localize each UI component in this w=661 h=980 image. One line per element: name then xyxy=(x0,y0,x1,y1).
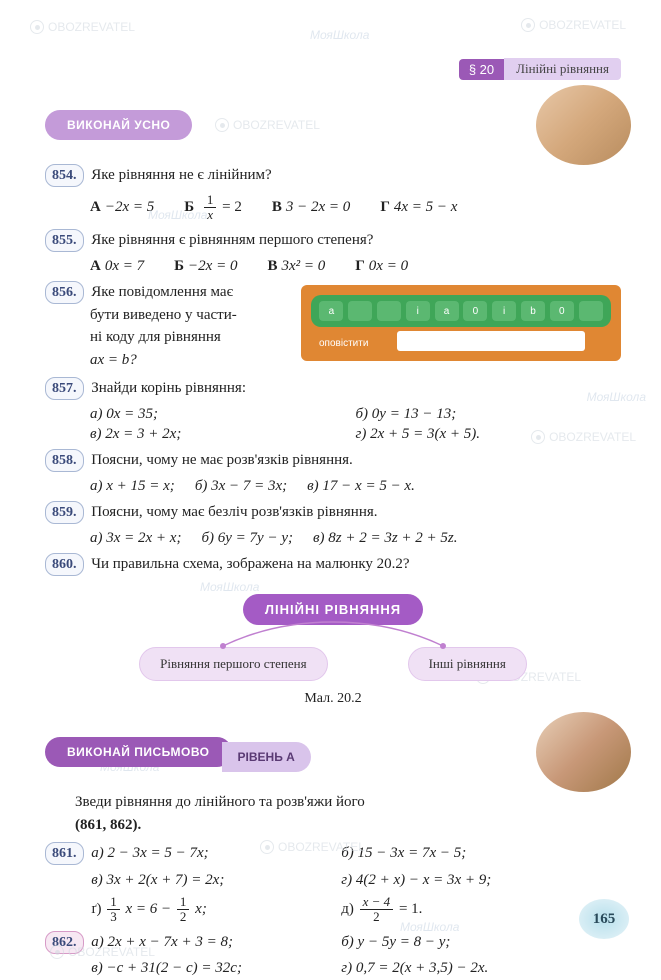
ex-question: Поясни, чому не має розв'язків рівняння. xyxy=(91,452,353,468)
section-oral-header: ВИКОНАЙ УСНО xyxy=(45,110,621,150)
ex-number: 861. xyxy=(45,842,84,865)
section-photo xyxy=(536,85,631,165)
section-oral-pill: ВИКОНАЙ УСНО xyxy=(45,110,192,140)
diagram-caption: Мал. 20.2 xyxy=(45,691,621,707)
code-notify-label: оповістити xyxy=(319,338,368,349)
ex-number: 856. xyxy=(45,281,84,304)
exercise-855: 855. Яке рівняння є рівнянням першого ст… xyxy=(45,229,621,252)
answers-855: А0x = 7 Б−2x = 0 В3x² = 0 Г0x = 0 xyxy=(90,258,621,275)
diagram-child-right: Інші рівняння xyxy=(408,647,527,681)
section-photo xyxy=(536,712,631,792)
chapter-title: Лінійні рівняння xyxy=(504,58,621,80)
written-intro: Зведи рівняння до лінійного та розв'яжи … xyxy=(75,791,621,836)
diagram-child-left: Рівняння першого степеня xyxy=(139,647,327,681)
exercise-860: 860. Чи правильна схема, зображена на ма… xyxy=(45,553,621,576)
answers-858: а) x + 15 = x; б) 3x − 7 = 3x; в) 17 − x… xyxy=(90,478,621,495)
ex-number: 855. xyxy=(45,229,84,252)
level-a-pill: РІВЕНЬ А xyxy=(222,742,311,772)
chapter-badge: § 20 Лінійні рівняння xyxy=(459,58,621,80)
ex-number: 860. xyxy=(45,553,84,576)
ex-number: 859. xyxy=(45,501,84,524)
ex-number: 862. xyxy=(45,931,84,954)
ex-question: Яке рівняння не є лінійним? xyxy=(91,167,271,183)
ex-question: Знайди корінь рівняння: xyxy=(91,380,246,396)
section-written-pill: ВИКОНАЙ ПИСЬМОВО xyxy=(45,737,232,767)
exercise-857: 857. Знайди корінь рівняння: xyxy=(45,377,621,400)
section-written-header: ВИКОНАЙ ПИСЬМОВО РІВЕНЬ А xyxy=(45,737,621,777)
ex-question: Яке рівняння є рівнянням першого степеня… xyxy=(91,232,373,248)
answers-857: а) 0x = 35; б) 0y = 13 − 13; в) 2x = 3 +… xyxy=(90,406,621,443)
exercise-861: 861. а) 2 − 3x = 5 − 7x; б) 15 − 3x = 7x… xyxy=(45,842,621,925)
exercise-858: 858. Поясни, чому не має розв'язків рівн… xyxy=(45,449,621,472)
answers-854: А−2x = 5 Б 1x = 2 В3 − 2x = 0 Г4x = 5 − … xyxy=(90,193,621,223)
chapter-number: § 20 xyxy=(459,59,504,80)
ex-number: 857. xyxy=(45,377,84,400)
exercise-856: 856. Яке повідомлення має бути виведено … xyxy=(45,281,295,372)
ex-question: Чи правильна схема, зображена на малюнку… xyxy=(91,556,409,572)
answers-859: а) 3x = 2x + x; б) 6y = 7y − y; в) 8z + … xyxy=(90,530,621,547)
diagram-20-2: ЛІНІЙНІ РІВНЯННЯ Рівняння першого степен… xyxy=(45,594,621,707)
diagram-root: ЛІНІЙНІ РІВНЯННЯ xyxy=(243,594,423,625)
code-input xyxy=(397,331,585,351)
code-condition: a i a 0 i b 0 xyxy=(311,295,611,327)
scratch-code-block: a i a 0 i b 0 оповістити xyxy=(301,285,621,361)
exercise-859: 859. Поясни, чому має безліч розв'язків … xyxy=(45,501,621,524)
ex-question: Поясни, чому має безліч розв'язків рівня… xyxy=(91,504,377,520)
exercise-862: 862. а) 2x + x − 7x + 3 = 8; б) y − 5y =… xyxy=(45,931,621,980)
page-number: 165 xyxy=(579,899,629,939)
ex-number: 854. xyxy=(45,164,84,187)
exercise-854: 854. Яке рівняння не є лінійним? xyxy=(45,164,621,187)
ex-number: 858. xyxy=(45,449,84,472)
